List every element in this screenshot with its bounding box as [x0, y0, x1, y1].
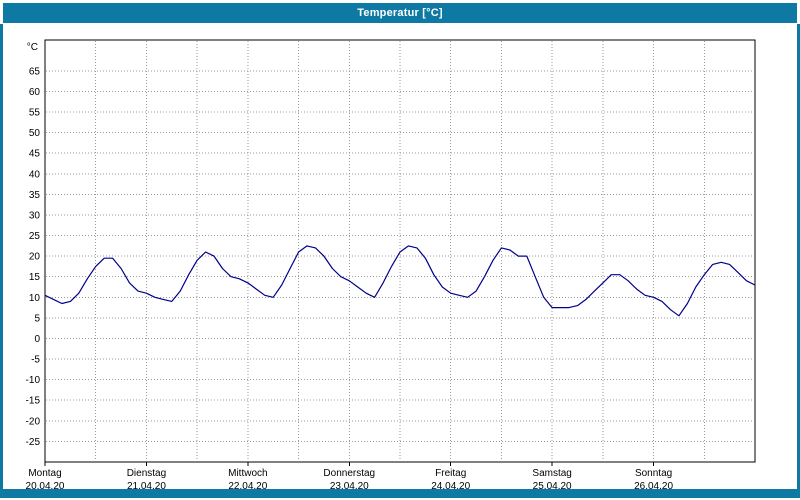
y-axis-tick-label: 20 [29, 252, 41, 263]
window-title: Temperatur [°C] [357, 7, 443, 19]
x-axis-day-label: Freitag [435, 468, 466, 479]
y-axis-tick-label: 65 [29, 66, 41, 77]
x-axis-date-label: 25.04.20 [533, 481, 572, 492]
x-axis-date-label: 23.04.20 [330, 481, 369, 492]
x-axis-date-label: 24.04.20 [431, 481, 470, 492]
title-bar: Temperatur [°C] [3, 3, 797, 23]
y-axis-tick-label: 0 [34, 334, 40, 345]
y-axis-tick-label: -15 [26, 396, 41, 407]
x-axis-day-label: Sonntag [635, 468, 672, 479]
x-axis-day-label: Mittwoch [228, 468, 267, 479]
bottom-bar [3, 489, 797, 498]
window-frame-right [797, 24, 800, 498]
y-axis-tick-label: 30 [29, 210, 41, 221]
x-axis-date-label: 20.04.20 [26, 481, 65, 492]
y-axis-tick-label: 25 [29, 231, 41, 242]
x-axis-date-label: 21.04.20 [127, 481, 166, 492]
y-axis-tick-label: -10 [26, 375, 41, 386]
x-axis-date-label: 26.04.20 [634, 481, 673, 492]
y-axis-tick-label: 60 [29, 87, 41, 98]
y-axis-tick-label: 55 [29, 108, 41, 119]
y-axis-tick-label: 45 [29, 149, 41, 160]
y-axis-tick-label: 5 [34, 313, 40, 324]
window-frame-left [0, 24, 3, 498]
y-axis-tick-label: -25 [26, 437, 41, 448]
y-axis-tick-label: 15 [29, 272, 41, 283]
x-axis-day-label: Dienstag [127, 468, 166, 479]
x-axis-day-label: Donnerstag [323, 468, 375, 479]
temperature-line [44, 245, 756, 317]
x-axis-day-label: Montag [28, 468, 61, 479]
y-axis-unit-label: °C [27, 42, 38, 53]
y-axis-tick-label: 10 [29, 293, 41, 304]
y-axis-tick-label: 35 [29, 190, 41, 201]
y-axis-tick-label: 50 [29, 128, 41, 139]
x-axis-day-label: Samstag [532, 468, 571, 479]
x-axis-date-label: 22.04.20 [228, 481, 267, 492]
y-axis-tick-label: -20 [26, 416, 41, 427]
y-axis-tick-label: 40 [29, 169, 41, 180]
y-axis-tick-label: -5 [31, 355, 40, 366]
